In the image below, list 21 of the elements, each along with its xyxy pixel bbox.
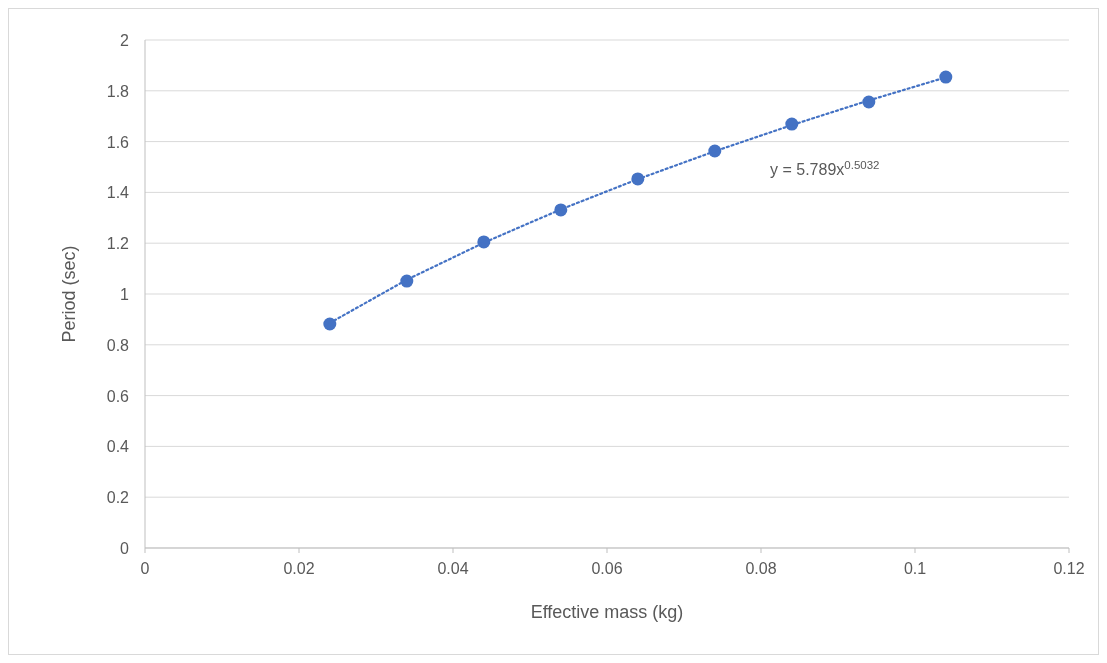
y-axis-title: Period (sec) xyxy=(59,245,79,343)
x-tick-label: 0.12 xyxy=(1053,560,1085,577)
x-tick-label: 0.04 xyxy=(437,560,469,577)
annotation: y = 5.789x$^{0.5032}$ xyxy=(770,159,880,178)
y-tick-label: 1.4 xyxy=(106,184,130,202)
y-tick-label: 1.8 xyxy=(106,82,130,100)
x-tick-label: 0.06 xyxy=(591,560,623,577)
y-tick-label: 0.4 xyxy=(106,438,130,456)
x-tick-label: 0.1 xyxy=(903,560,927,577)
y-tick-label: 0.6 xyxy=(106,387,130,405)
x-tick-label: 0 xyxy=(140,560,150,577)
x-tick-label: 0.08 xyxy=(745,560,777,577)
x-axis-title: Effective mass (kg) xyxy=(530,602,684,622)
y-tick-label: 1.2 xyxy=(106,235,130,253)
y-tick-label: 0.2 xyxy=(106,489,130,507)
y-tick-label: 1.6 xyxy=(106,133,130,151)
x-tick-label: 0.02 xyxy=(283,560,315,577)
y-tick-label: 0 xyxy=(120,540,130,557)
y-tick-label: 0.8 xyxy=(106,336,130,354)
y-tick-label: 2 xyxy=(120,32,130,49)
y-tick-label: 1 xyxy=(120,286,130,303)
